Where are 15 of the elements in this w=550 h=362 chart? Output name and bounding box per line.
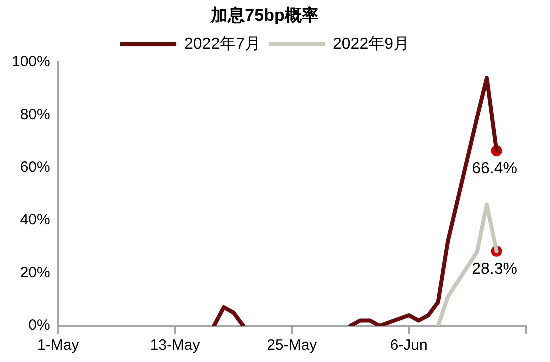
- data-label: 66.4%: [472, 160, 518, 178]
- chart-title: 加息75bp概率: [210, 6, 319, 25]
- x-tick-label: 1-May: [38, 337, 80, 354]
- legend-label: 2022年7月: [184, 36, 262, 53]
- y-tick-label: 100%: [12, 54, 50, 71]
- x-tick-label: 6-Jun: [390, 337, 428, 354]
- x-tick-label: 13-May: [150, 337, 201, 354]
- y-tick-label: 0%: [28, 317, 50, 334]
- y-tick-label: 80%: [20, 106, 50, 124]
- legend-label: 2022年9月: [333, 36, 410, 53]
- x-tick-label: 25-May: [267, 337, 318, 354]
- y-tick-label: 20%: [20, 264, 50, 282]
- y-tick-label: 40%: [20, 212, 50, 229]
- data-label: 28.3%: [472, 260, 518, 278]
- y-tick-label: 60%: [20, 158, 50, 176]
